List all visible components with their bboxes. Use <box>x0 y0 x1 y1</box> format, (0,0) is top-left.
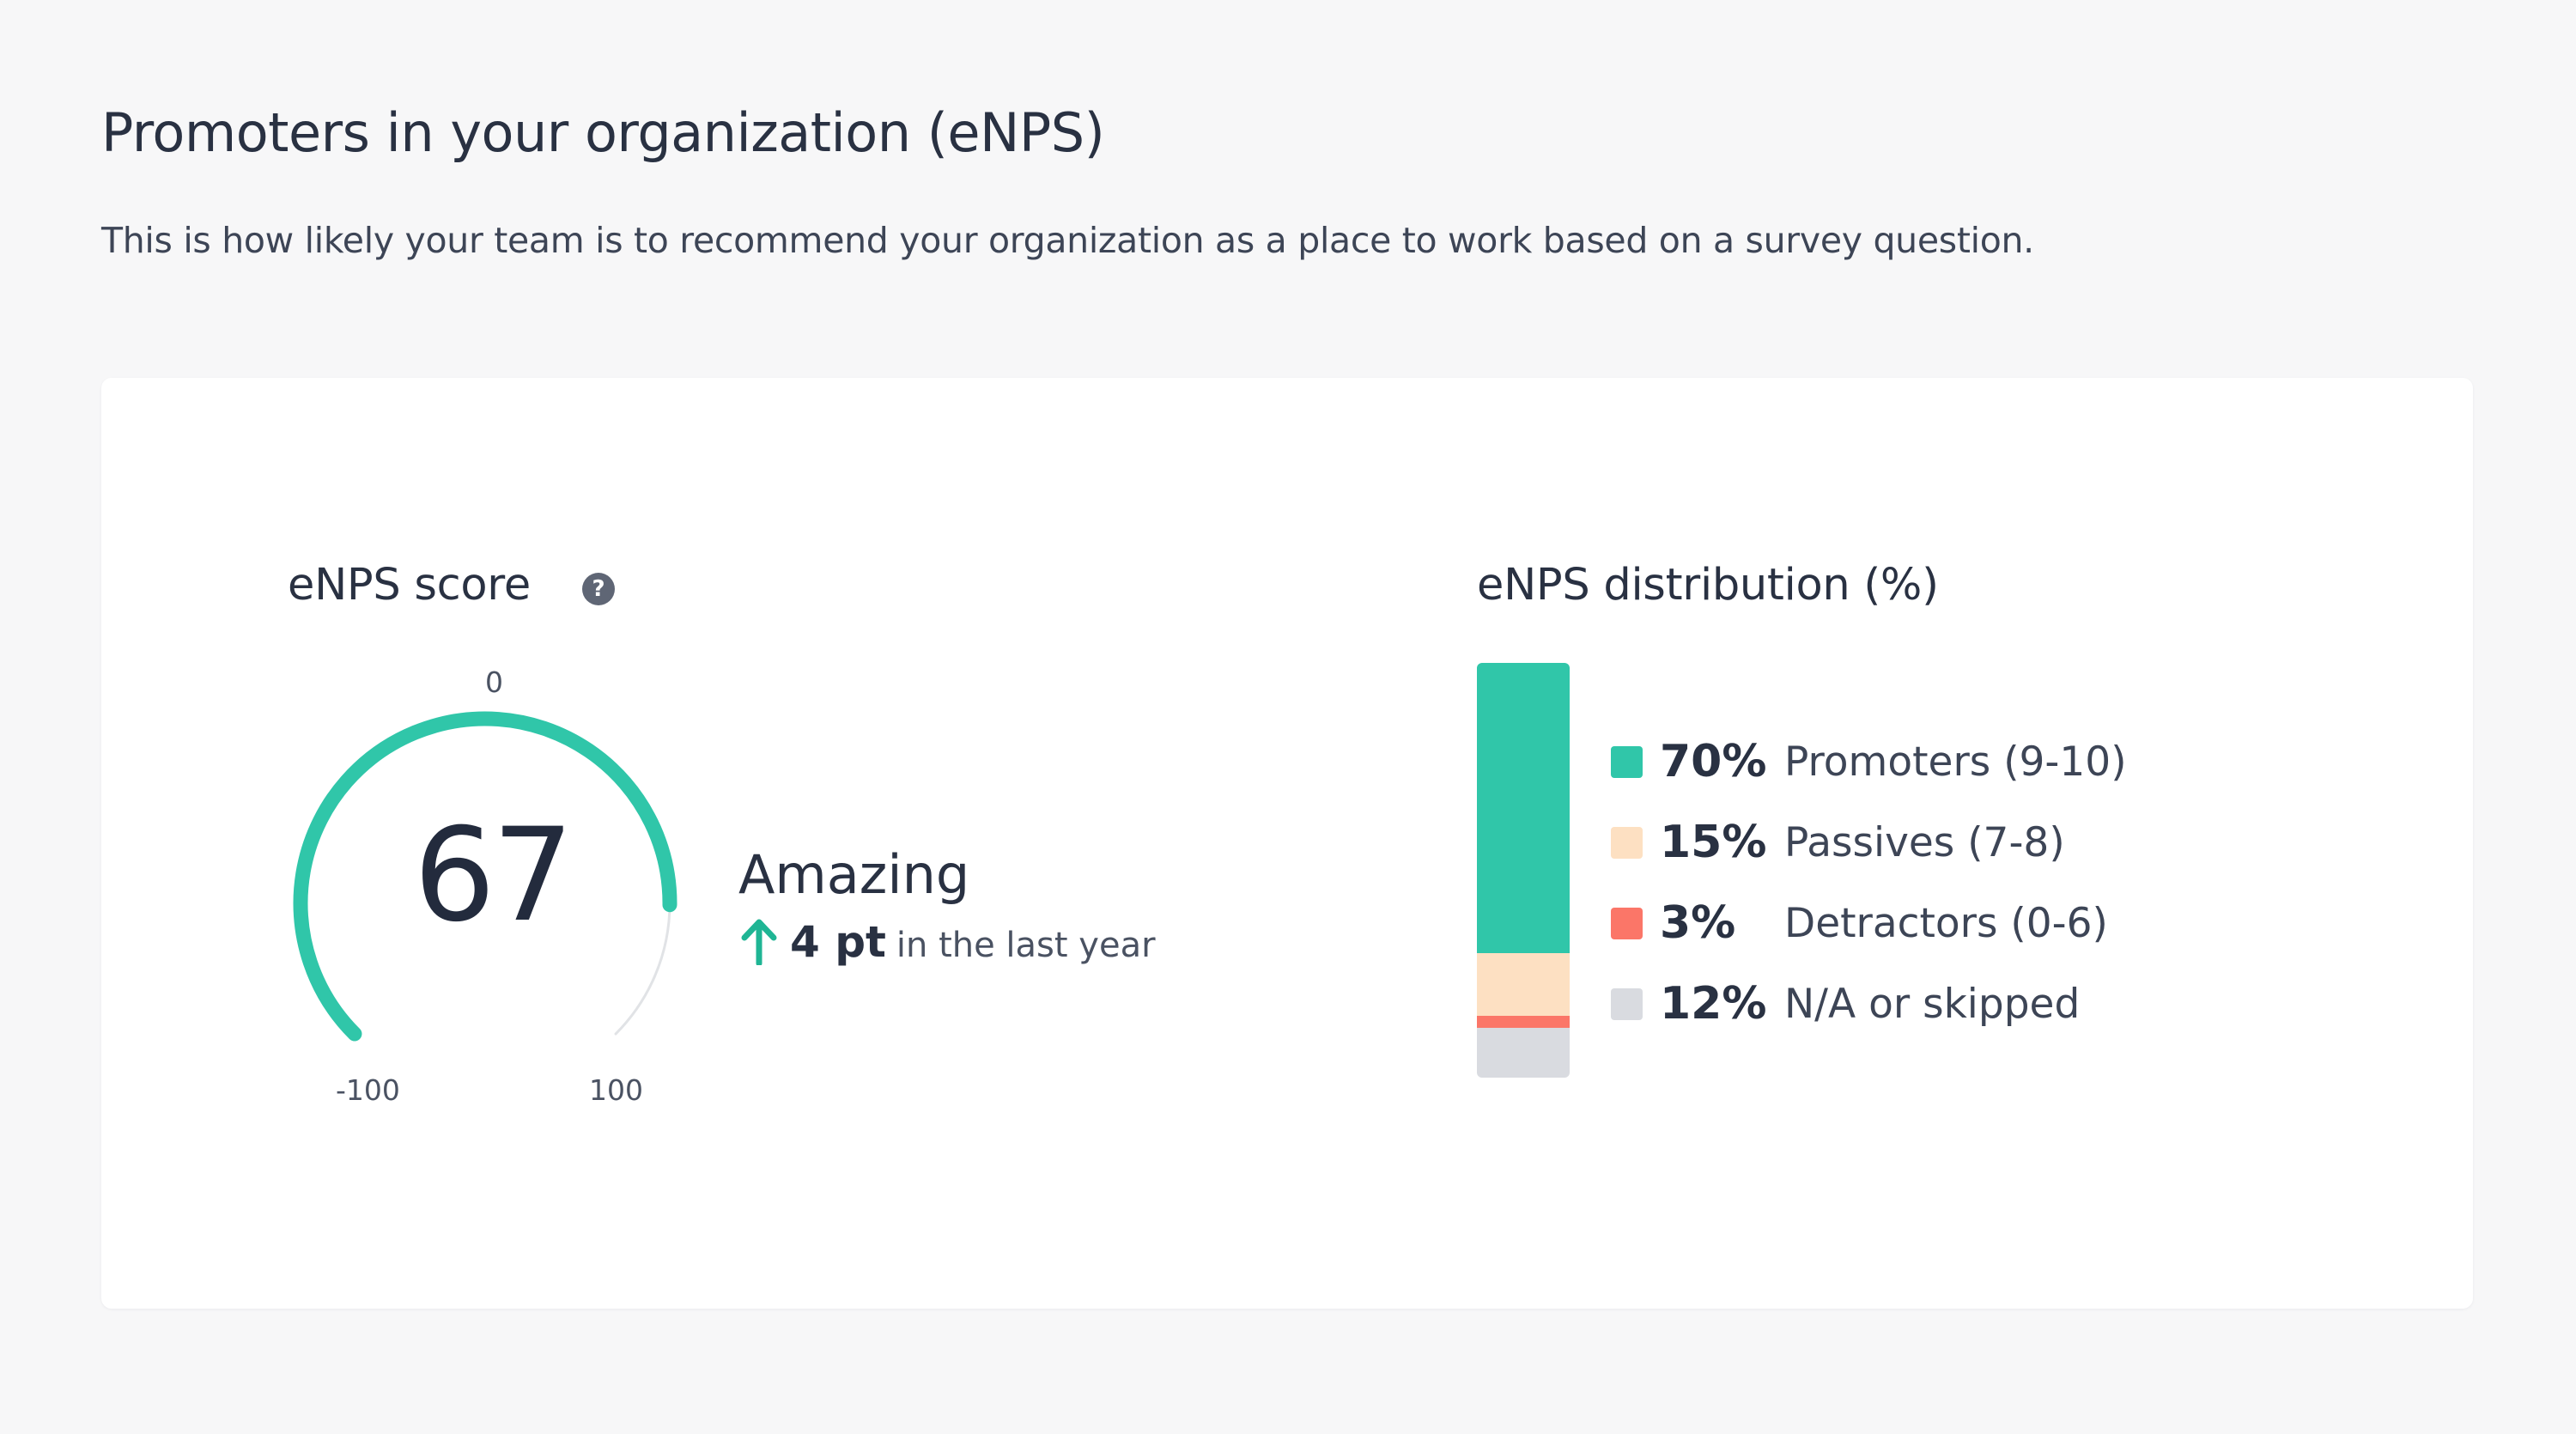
question-circle-icon[interactable]: ? <box>582 573 615 605</box>
enps-rating: Amazing <box>738 843 970 906</box>
legend-label: Promoters (9-10) <box>1784 738 2127 786</box>
legend-swatch <box>1611 987 1643 1020</box>
enps-score-value: 67 <box>413 801 574 951</box>
enps-card <box>101 378 2473 1309</box>
page-subtitle: This is how likely your team is to recom… <box>101 220 2034 261</box>
gauge-tick-mid: 0 <box>485 665 503 699</box>
legend-label: Passives (7-8) <box>1784 818 2065 866</box>
legend-item-promoters: 70% Promoters (9-10) <box>1611 721 2127 802</box>
legend-item-detractors: 3% Detractors (0-6) <box>1611 883 2127 963</box>
legend-percent: 12% <box>1660 978 1767 1030</box>
gauge-tick-min: -100 <box>336 1073 400 1107</box>
legend-percent: 15% <box>1660 817 1767 868</box>
legend-percent: 70% <box>1660 736 1767 787</box>
legend-item-passives: 15% Passives (7-8) <box>1611 802 2127 883</box>
distribution-segment-detractors <box>1477 1015 1570 1029</box>
trend-period: in the last year <box>896 926 1156 965</box>
enps-score-title: eNPS score <box>288 560 531 611</box>
distribution-legend: 70% Promoters (9-10) 15% Passives (7-8) … <box>1611 721 2127 1044</box>
legend-label: Detractors (0-6) <box>1784 899 2108 947</box>
gauge-tick-max: 100 <box>589 1073 643 1107</box>
arrow-up-icon <box>741 919 777 965</box>
trend-value: 4 pt <box>790 917 886 967</box>
gauge-fill <box>293 711 677 1042</box>
legend-percent: 3% <box>1660 897 1736 949</box>
legend-item-na: 12% N/A or skipped <box>1611 963 2127 1044</box>
distribution-segment-passives <box>1477 953 1570 1016</box>
legend-swatch <box>1611 907 1643 939</box>
enps-distribution-title: eNPS distribution (%) <box>1477 560 1939 611</box>
enps-trend: 4 pt in the last year <box>740 917 1156 967</box>
page-title: Promoters in your organization (eNPS) <box>101 101 1105 164</box>
distribution-stacked-bar <box>1477 663 1570 1078</box>
legend-label: N/A or skipped <box>1784 980 2081 1028</box>
distribution-segment-na <box>1477 1028 1570 1078</box>
distribution-segment-promoters <box>1477 663 1570 954</box>
enps-gauge <box>293 711 677 1042</box>
legend-swatch <box>1611 826 1643 859</box>
legend-swatch <box>1611 745 1643 778</box>
